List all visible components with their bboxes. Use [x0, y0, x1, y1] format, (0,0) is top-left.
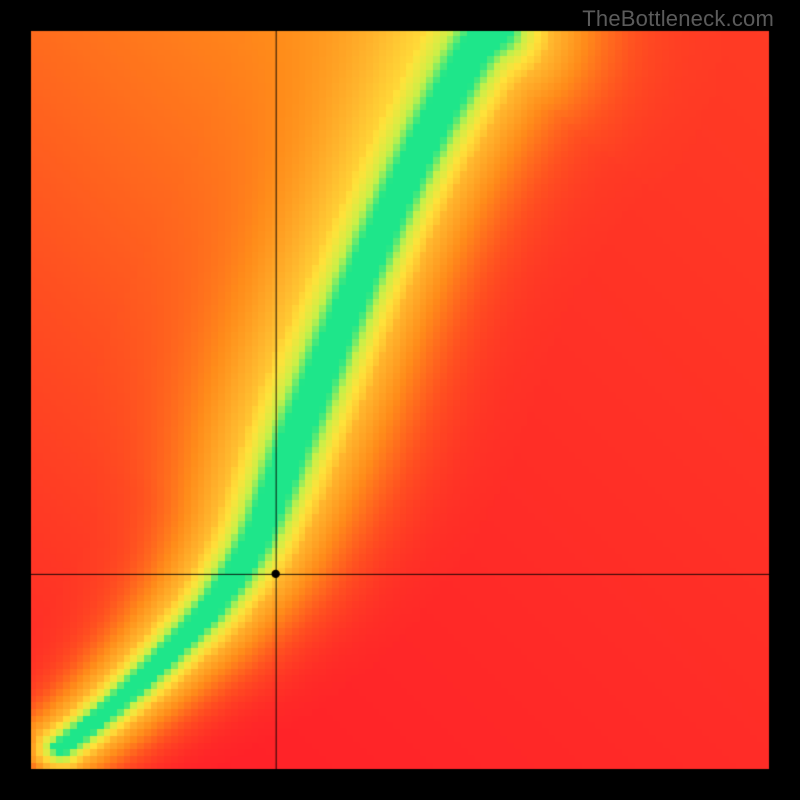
heatmap-canvas	[0, 0, 800, 800]
watermark-label: TheBottleneck.com	[582, 6, 774, 32]
figure-container: TheBottleneck.com	[0, 0, 800, 800]
